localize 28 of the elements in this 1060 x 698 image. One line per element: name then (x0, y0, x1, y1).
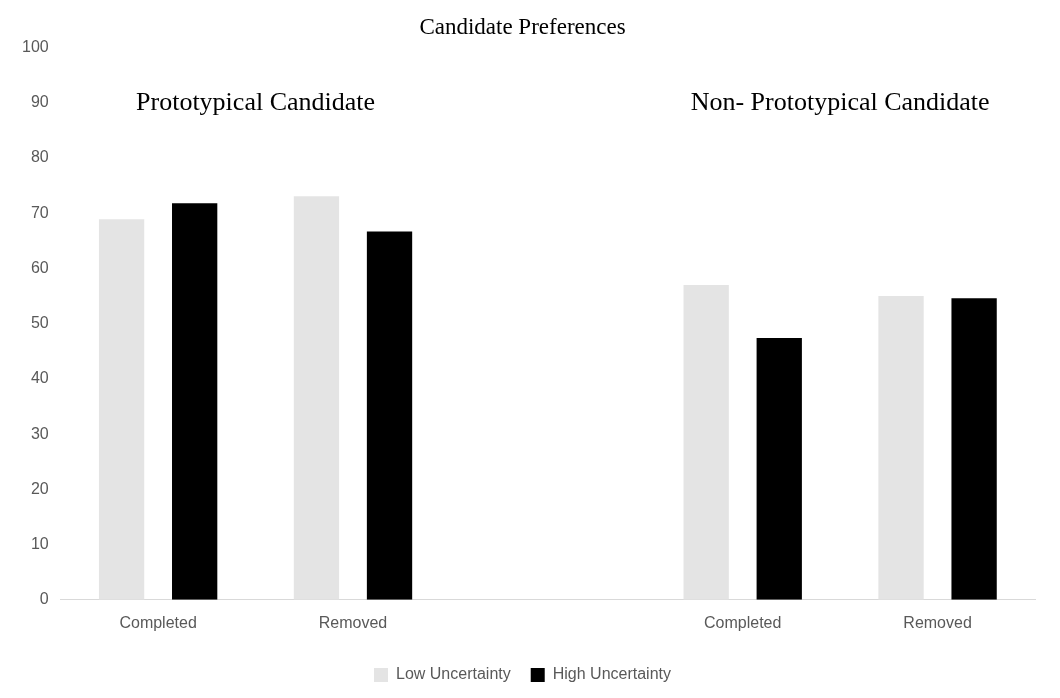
y-tick-label: 0 (39, 590, 49, 608)
y-tick-label: 90 (30, 93, 49, 111)
y-tick-label: 40 (30, 369, 49, 387)
y-tick-label: 20 (30, 479, 49, 497)
y-tick-label: 100 (21, 38, 49, 56)
y-tick-label: 50 (30, 314, 49, 332)
bar (172, 203, 218, 600)
x-tick-label: Removed (318, 613, 388, 631)
y-tick-label: 30 (30, 424, 49, 442)
bar (683, 285, 729, 600)
chart-title: Candidate Preferences (419, 13, 626, 39)
bar (98, 219, 145, 600)
x-tick-label: Completed (119, 613, 197, 631)
bar (293, 196, 340, 600)
y-tick-label: 80 (30, 148, 49, 166)
y-tick-label: 10 (30, 534, 49, 552)
bar (878, 296, 924, 600)
bar (756, 338, 802, 600)
bar (366, 231, 413, 600)
bar (951, 298, 997, 600)
x-tick-label: Removed (903, 613, 972, 631)
legend-label: Low Uncertainty (396, 665, 511, 683)
annotation: Prototypical Candidate (136, 86, 376, 116)
annotation: Non- Prototypical Candidate (690, 86, 990, 116)
legend-label: High Uncertainty (552, 665, 671, 683)
x-tick-label: Completed (704, 613, 782, 631)
y-tick-label: 60 (30, 258, 49, 276)
y-tick-label: 70 (30, 203, 49, 221)
